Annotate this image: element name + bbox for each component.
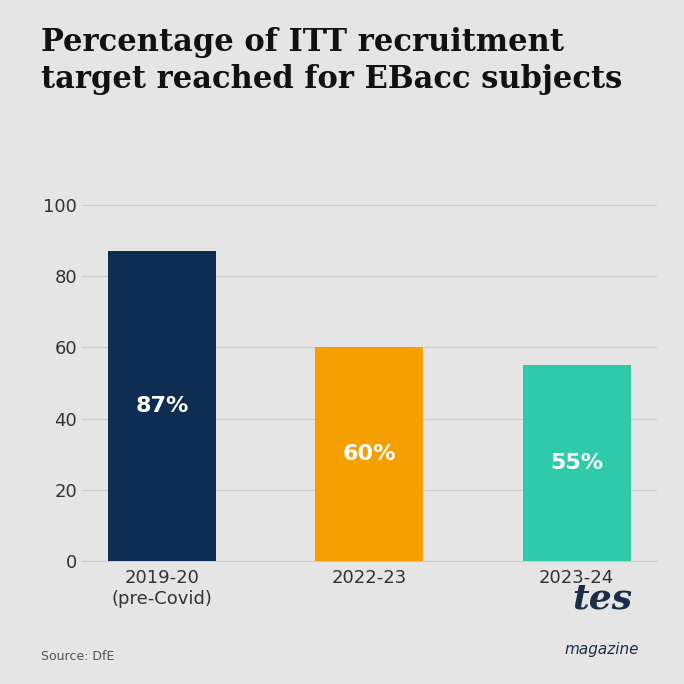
- Text: 55%: 55%: [550, 453, 603, 473]
- Bar: [108, 252, 216, 561]
- Text: tes: tes: [572, 581, 632, 616]
- Bar: [523, 365, 631, 561]
- Text: 60%: 60%: [343, 444, 396, 464]
- Text: Percentage of ITT recruitment
target reached for EBacc subjects: Percentage of ITT recruitment target rea…: [41, 27, 622, 95]
- Bar: [315, 347, 423, 561]
- Text: Source: DfE: Source: DfE: [41, 650, 114, 663]
- Text: magazine: magazine: [565, 642, 639, 657]
- Text: 87%: 87%: [135, 396, 189, 416]
